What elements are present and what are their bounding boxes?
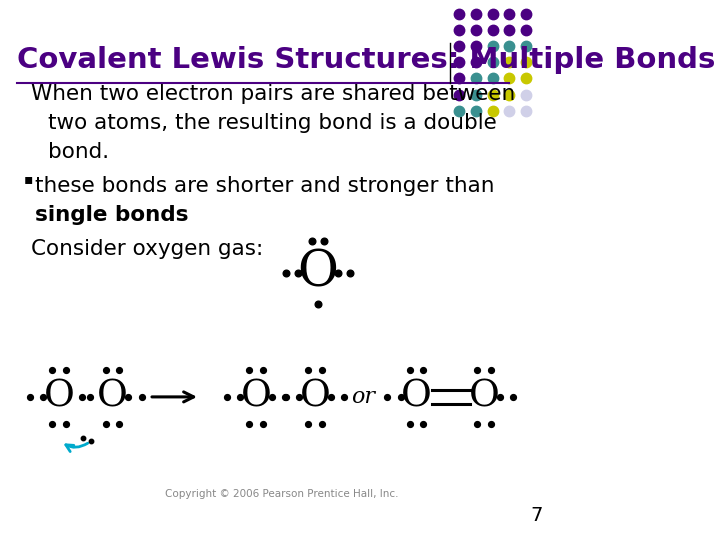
Text: or: or xyxy=(351,386,375,408)
Text: two atoms, the resulting bond is a double: two atoms, the resulting bond is a doubl… xyxy=(48,113,497,133)
Text: bond.: bond. xyxy=(48,142,109,162)
Text: 7: 7 xyxy=(531,506,543,525)
Text: single bonds: single bonds xyxy=(35,205,189,225)
Text: O: O xyxy=(300,379,330,415)
Text: O: O xyxy=(97,379,128,415)
FancyArrowPatch shape xyxy=(66,443,88,451)
Text: O: O xyxy=(240,379,271,415)
Text: O: O xyxy=(44,379,75,415)
Text: O: O xyxy=(401,379,432,415)
Text: When two electron pairs are shared between: When two electron pairs are shared betwe… xyxy=(31,84,516,104)
Text: Consider oxygen gas:: Consider oxygen gas: xyxy=(31,239,264,259)
Text: O: O xyxy=(297,248,338,298)
Text: ▪: ▪ xyxy=(24,172,33,186)
Text: these bonds are shorter and stronger than: these bonds are shorter and stronger tha… xyxy=(35,176,495,195)
Text: Covalent Lewis Structures: Multiple Bonds: Covalent Lewis Structures: Multiple Bond… xyxy=(17,46,715,74)
Text: Copyright © 2006 Pearson Prentice Hall, Inc.: Copyright © 2006 Pearson Prentice Hall, … xyxy=(165,489,398,499)
Text: O: O xyxy=(469,379,500,415)
